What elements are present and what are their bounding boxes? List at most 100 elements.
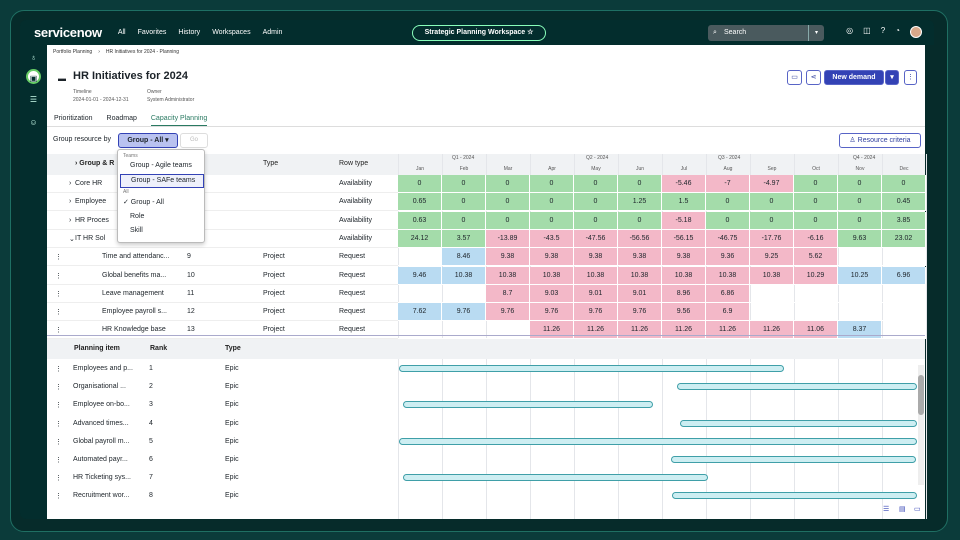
capacity-cell[interactable]: 9.76 — [486, 303, 530, 322]
row-menu-icon[interactable]: ⋮ — [55, 420, 62, 428]
capacity-cell[interactable]: 9.76 — [530, 303, 574, 322]
capacity-cell[interactable]: 0 — [442, 193, 486, 212]
globe-icon[interactable]: ◎ — [846, 26, 854, 35]
capacity-cell[interactable]: -13.89 — [486, 229, 530, 248]
capacity-cell[interactable]: 0.65 — [398, 193, 442, 212]
planning-row[interactable]: ⋮ Recruitment wor... 8 Epic — [47, 487, 925, 505]
go-button[interactable]: Go — [180, 133, 208, 148]
col-group[interactable]: › Group & R — [75, 160, 115, 167]
capacity-cell[interactable]: -46.75 — [706, 229, 750, 248]
bell-icon[interactable]: ◔ — [895, 26, 900, 35]
capacity-cell[interactable]: 0 — [618, 175, 662, 193]
planning-row[interactable]: ⋮ Employee on-bo... 3 Epic — [47, 396, 925, 414]
capacity-cell[interactable]: 0 — [750, 193, 794, 212]
planning-item-name[interactable]: Recruitment wor... — [73, 492, 130, 500]
capacity-row[interactable]: ⋮ Global benefits ma... 10 Project Request 9.… — [47, 266, 926, 285]
capacity-cell[interactable]: -5.46 — [662, 175, 706, 193]
nav-workspaces[interactable]: Workspaces — [212, 29, 251, 36]
row-menu-icon[interactable]: ⋮ — [55, 309, 62, 317]
list-icon[interactable]: ☰ — [29, 95, 38, 104]
people-icon[interactable]: ☺ — [29, 118, 38, 127]
capacity-cell[interactable]: -56.56 — [618, 229, 662, 248]
row-menu-icon[interactable]: ⋮ — [55, 475, 62, 483]
planning-item-name[interactable]: Advanced times... — [73, 419, 129, 427]
capacity-cell[interactable]: 10.38 — [706, 266, 750, 285]
capacity-cell[interactable]: 11.26 — [750, 321, 794, 340]
capacity-cell[interactable]: 10.38 — [750, 266, 794, 285]
capacity-row[interactable]: ⋮ HR Knowledge base 13 Project Request 11.26 1… — [47, 321, 926, 340]
capacity-cell[interactable]: 0 — [486, 193, 530, 212]
capacity-cell[interactable]: 0 — [574, 175, 618, 193]
capacity-cell[interactable]: 0 — [574, 193, 618, 212]
capacity-cell[interactable]: 9.56 — [662, 303, 706, 322]
capacity-cell[interactable]: 0 — [398, 175, 442, 193]
option-role[interactable]: Role — [130, 213, 145, 220]
planning-item-name[interactable]: Employee on-bo... — [73, 401, 130, 409]
capacity-row[interactable]: Employee › Availability 0.65 0 0 0 0 1.25 1.5 0 0 0 0… — [47, 193, 926, 212]
capacity-cell[interactable]: -4.97 — [750, 175, 794, 193]
gantt-bar[interactable] — [399, 437, 917, 445]
briefcase-icon[interactable]: ▣ — [26, 69, 41, 84]
capacity-cell[interactable] — [794, 303, 838, 322]
capacity-cell[interactable]: 0 — [574, 211, 618, 230]
row-menu-icon[interactable]: ⋮ — [55, 384, 62, 392]
option-skill[interactable]: Skill — [130, 227, 143, 234]
capacity-cell[interactable]: 0 — [706, 193, 750, 212]
capacity-cell[interactable] — [750, 284, 794, 303]
capacity-cell[interactable]: -17.76 — [750, 229, 794, 248]
capacity-cell[interactable]: 0.45 — [882, 193, 926, 212]
capacity-cell[interactable]: 8.96 — [662, 284, 706, 303]
gantt-bar[interactable] — [677, 383, 917, 391]
capacity-cell[interactable] — [442, 321, 486, 340]
group-select[interactable]: Group - All ▾ — [118, 133, 178, 148]
capacity-cell[interactable]: 8.37 — [838, 321, 882, 340]
capacity-cell[interactable]: 0 — [838, 193, 882, 212]
option-agile-teams[interactable]: Group - Agile teams — [130, 162, 192, 169]
capacity-cell[interactable]: 0 — [530, 193, 574, 212]
capacity-row[interactable]: Core HR › Availability 0 0 0 0 0 0 -5.46 -7 -4.97 0 0… — [47, 175, 926, 193]
capacity-cell[interactable] — [882, 321, 926, 340]
capacity-cell[interactable]: -43.5 — [530, 229, 574, 248]
capacity-cell[interactable]: 10.38 — [530, 266, 574, 285]
nav-history[interactable]: History — [178, 29, 201, 36]
gantt-bar[interactable] — [403, 401, 653, 409]
capacity-cell[interactable]: 3.57 — [442, 229, 486, 248]
capacity-cell[interactable]: 0 — [486, 211, 530, 230]
gantt-bar[interactable] — [680, 419, 917, 427]
capacity-cell[interactable]: 9.76 — [618, 303, 662, 322]
capacity-cell[interactable]: 8.46 — [442, 248, 486, 267]
avatar[interactable] — [910, 26, 922, 38]
tab-roadmap[interactable]: Roadmap — [106, 115, 137, 122]
capacity-cell[interactable]: 0 — [838, 175, 882, 193]
capacity-cell[interactable]: 0 — [838, 211, 882, 230]
chevron-right-icon[interactable]: › — [69, 180, 72, 187]
capacity-cell[interactable]: 1.5 — [662, 193, 706, 212]
capacity-cell[interactable]: 9.46 — [398, 266, 442, 285]
capacity-cell[interactable]: 0 — [794, 193, 838, 212]
capacity-cell[interactable]: 0 — [706, 211, 750, 230]
capacity-row[interactable]: ⋮ Time and attendanc... 9 Project Request 8.4… — [47, 248, 926, 267]
expanded-view-icon[interactable]: ▭ — [914, 506, 921, 513]
capacity-cell[interactable]: 0 — [618, 211, 662, 230]
capacity-row[interactable]: IT HR Sol ⌄ Availability 24.12 3.57 -13.89 -43… — [47, 229, 926, 248]
row-menu-icon[interactable]: ⋮ — [55, 290, 62, 298]
capacity-cell[interactable]: -47.56 — [574, 229, 618, 248]
capacity-cell[interactable]: 9.01 — [574, 284, 618, 303]
planning-row[interactable]: ⋮ Automated payr... 6 Epic — [47, 451, 925, 469]
gantt-bar[interactable] — [671, 456, 916, 463]
capacity-cell[interactable]: 10.29 — [794, 266, 838, 285]
capacity-cell[interactable]: 0 — [442, 175, 486, 193]
chat-icon[interactable]: ◫ — [863, 26, 871, 35]
planning-row[interactable]: ⋮ Advanced times... 4 Epic — [47, 415, 925, 433]
servicenow-logo[interactable]: servicenow — [34, 25, 102, 40]
planning-row[interactable]: ⋮ Employees and p... 1 Epic — [47, 360, 925, 378]
row-menu-icon[interactable]: ⋮ — [55, 438, 62, 446]
capacity-cell[interactable] — [838, 248, 882, 267]
option-safe-teams[interactable]: Group - SAFe teams — [120, 174, 204, 188]
capacity-cell[interactable]: 0 — [882, 175, 926, 193]
capacity-cell[interactable]: 11.26 — [574, 321, 618, 340]
capacity-cell[interactable]: 10.25 — [838, 266, 882, 285]
capacity-cell[interactable]: 9.38 — [618, 248, 662, 267]
capacity-cell[interactable]: 11.26 — [662, 321, 706, 340]
compact-view-icon[interactable]: ☰ — [883, 506, 890, 513]
